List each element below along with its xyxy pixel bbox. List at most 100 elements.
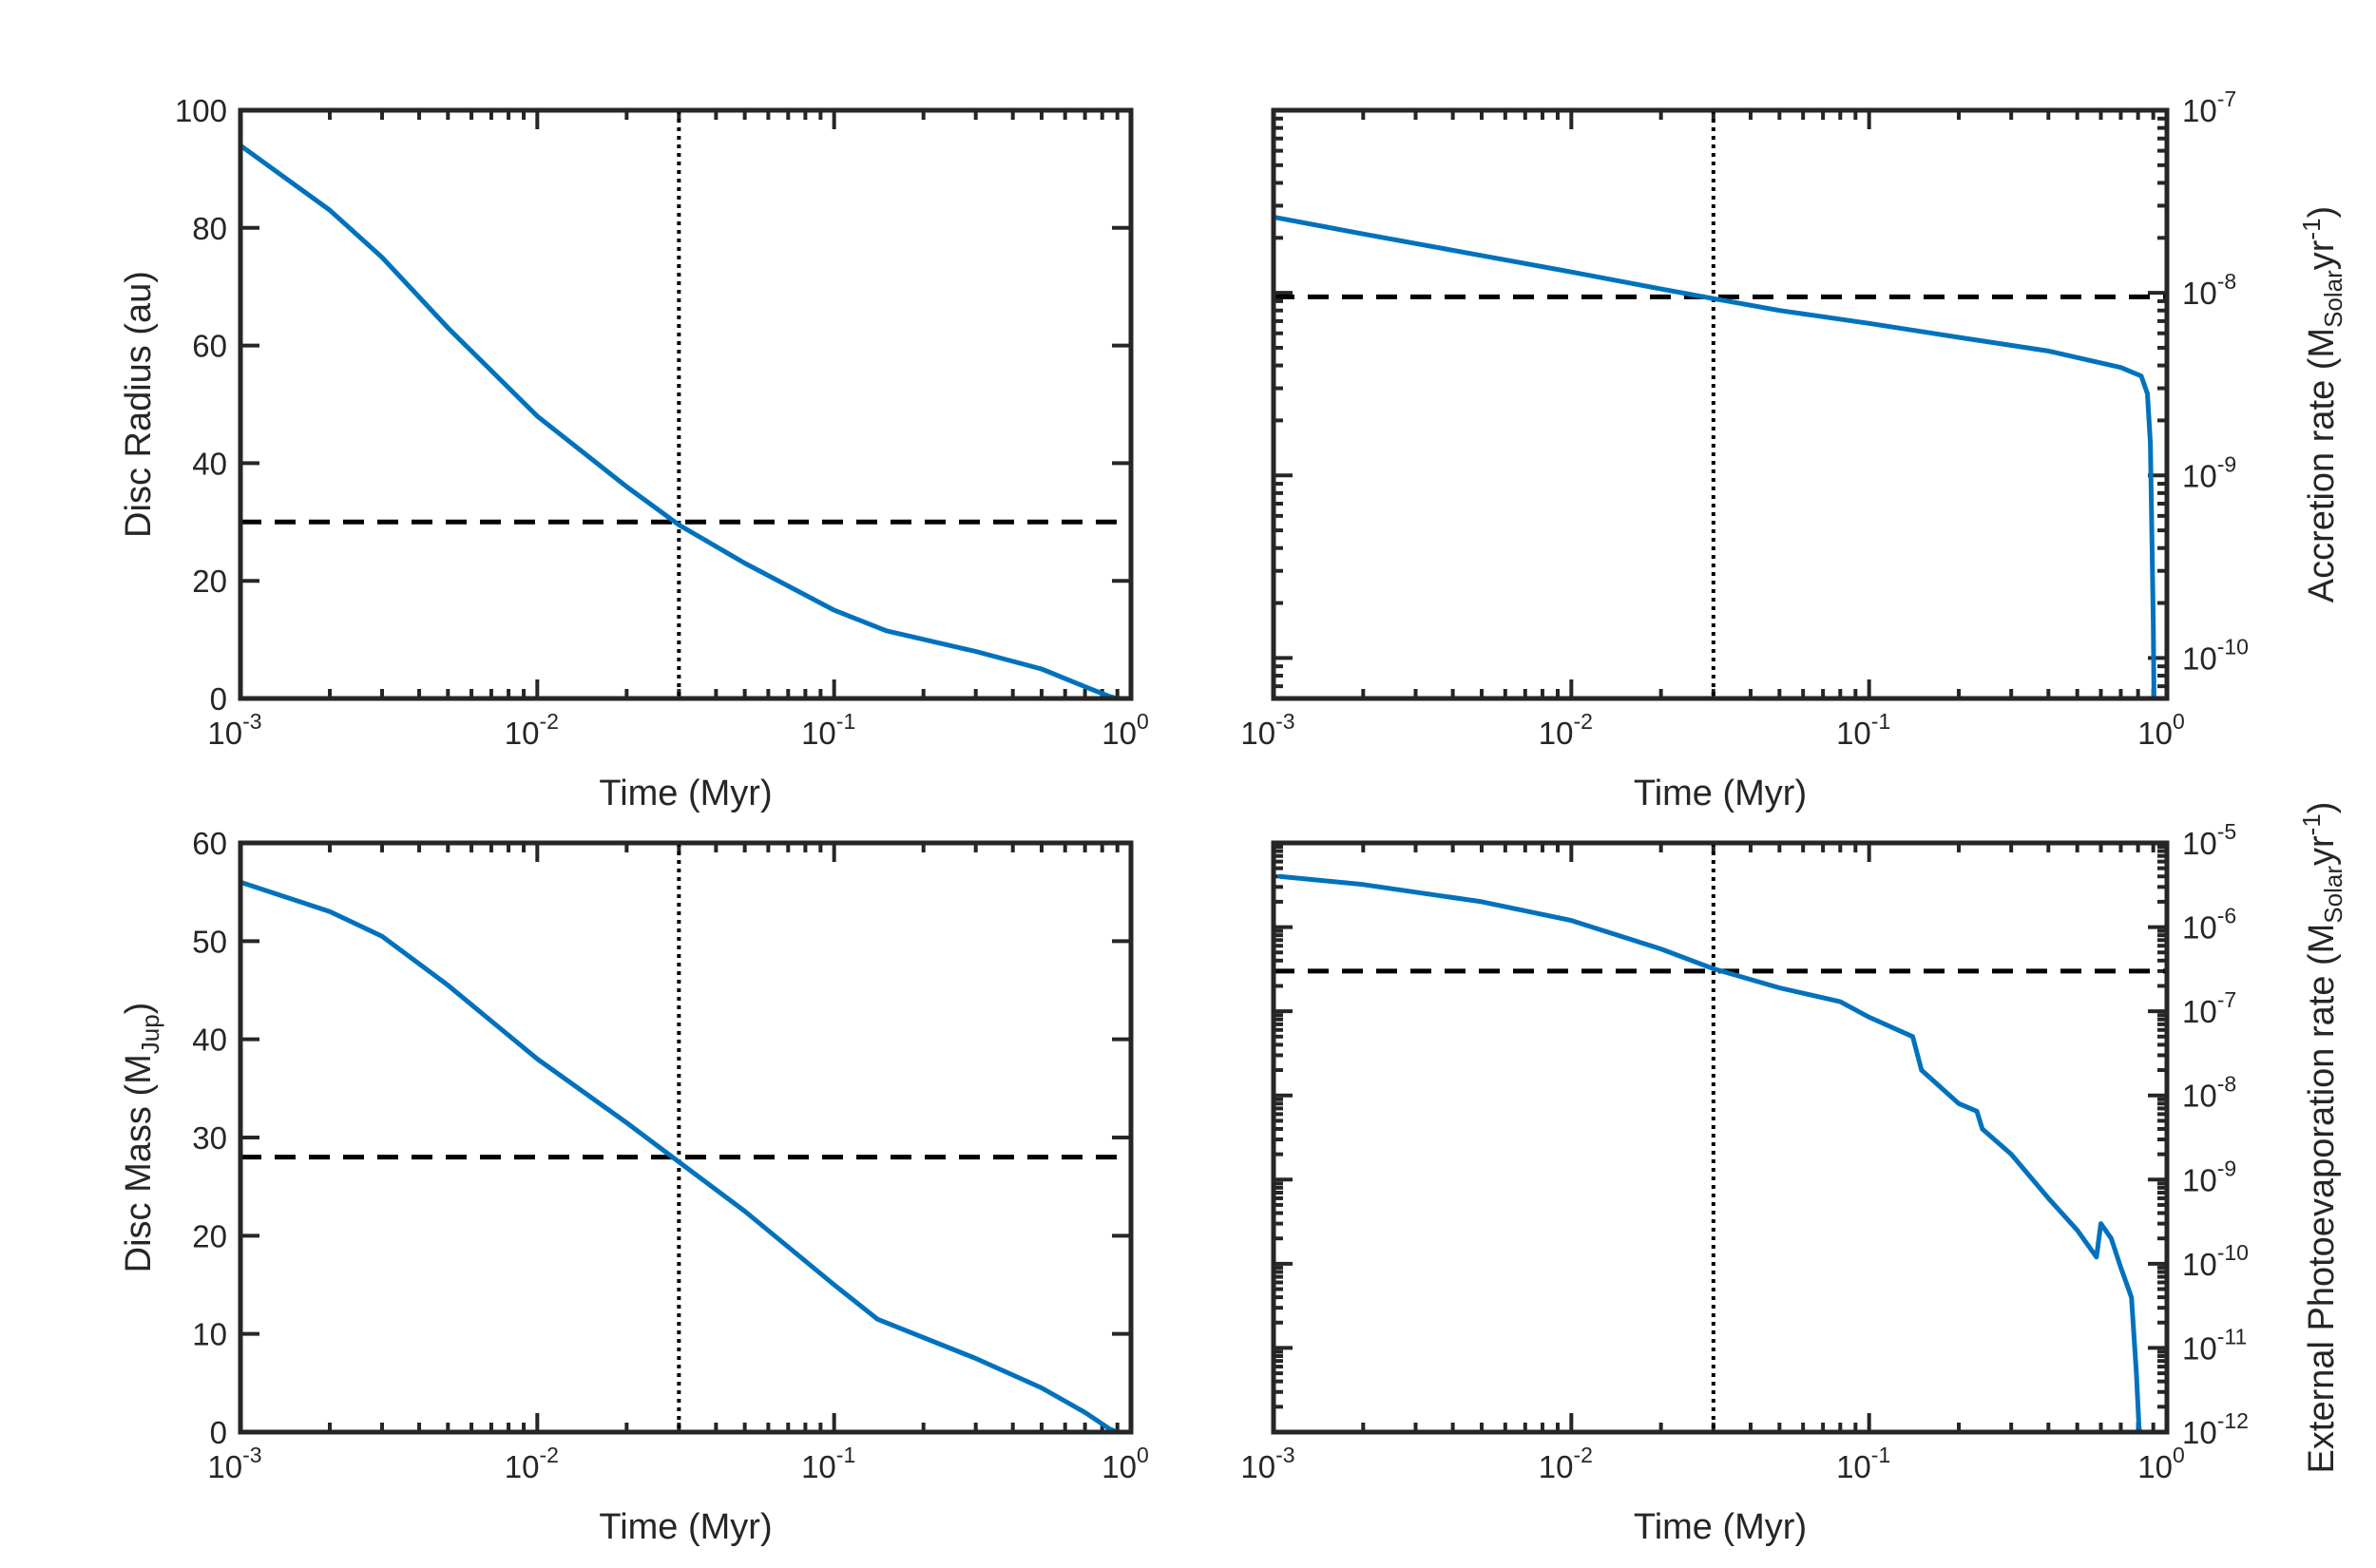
y-tick-label: 0	[210, 681, 227, 717]
y-axis-label: Accretion rate (MSolaryr-1)	[2297, 206, 2347, 602]
label-part: 10	[1836, 1449, 1871, 1484]
label-part: -8	[2217, 1072, 2236, 1097]
x-tick-label: 10-3	[207, 1443, 261, 1484]
label-part: -1	[836, 1443, 855, 1467]
label-part: 0	[1137, 1443, 1149, 1467]
plot-frame	[1271, 107, 2170, 701]
y-tick-label: 20	[192, 1218, 227, 1253]
label-part: -1	[2297, 218, 2326, 239]
y-tick-label: 10-8	[2182, 269, 2236, 311]
series-line-0	[240, 879, 1121, 1432]
y-tick-label: 0	[210, 1415, 227, 1450]
y-tick-label: 20	[192, 564, 227, 599]
label-part: 0	[1137, 709, 1149, 734]
y-tick-label: 10-10	[2182, 634, 2249, 676]
label-part: Solar	[2319, 270, 2347, 328]
x-tick-label: 10-1	[1836, 1443, 1890, 1484]
y-tick-label: 10-10	[2182, 1240, 2249, 1282]
label-part: -7	[2217, 987, 2236, 1012]
label-part: -2	[539, 709, 558, 734]
label-part: 10	[2182, 1415, 2217, 1450]
label-part: 10	[1539, 1449, 1574, 1484]
x-tick-label: 10-1	[1836, 709, 1890, 751]
label-part: -2	[1573, 1443, 1592, 1467]
x-axis-label: Time (Myr)	[1634, 774, 1807, 813]
label-part: -10	[2217, 1240, 2249, 1265]
label-part: 10	[207, 716, 242, 751]
label-part: )	[119, 1003, 159, 1015]
label-part: -2	[539, 1443, 558, 1467]
label-part: 10	[1102, 1449, 1137, 1484]
y-axis-label: Disc Radius (au)	[119, 271, 159, 538]
label-part: 10	[1539, 716, 1574, 751]
label-part: 10	[2182, 1247, 2217, 1282]
x-tick-label: 10-1	[801, 1443, 855, 1484]
series-line-0	[240, 143, 1121, 698]
y-tick-label: 10	[192, 1317, 227, 1352]
x-axis-label: Time (Myr)	[599, 774, 772, 813]
y-tick-label: 60	[192, 826, 227, 861]
label-part: 10	[2182, 826, 2217, 861]
label-part: 10	[505, 716, 540, 751]
y-tick-label: 10-6	[2182, 904, 2236, 946]
x-tick-label: 10-2	[1539, 1443, 1593, 1484]
label-part: )	[2302, 206, 2342, 219]
x-axis-label: Time (Myr)	[1634, 1507, 1807, 1547]
label-part: Disc Mass (M	[119, 1054, 159, 1272]
label-part: 10	[2137, 716, 2173, 751]
label-part: 10	[801, 716, 836, 751]
x-tick-label: 10-3	[207, 709, 261, 751]
x-tick-label: 10-2	[1539, 709, 1593, 751]
label-part: -9	[2217, 1156, 2236, 1180]
y-tick-label: 10-5	[2182, 819, 2236, 861]
label-part: yr	[2302, 835, 2342, 866]
label-part: 10	[1102, 716, 1137, 751]
x-tick-label: 10-3	[1240, 1443, 1294, 1484]
y-tick-label: 40	[192, 446, 227, 481]
x-tick-label: 100	[2137, 709, 2185, 751]
x-tick-label: 10-2	[505, 1443, 559, 1484]
label-part: -5	[2217, 819, 2236, 844]
label-part: 10	[1240, 716, 1275, 751]
label-part: 0	[2173, 709, 2185, 734]
x-tick-label: 100	[1102, 1443, 1149, 1484]
y-tick-label: 80	[192, 211, 227, 246]
label-part: 10	[2182, 1079, 2217, 1114]
label-part: -12	[2217, 1408, 2249, 1433]
label-part: 10	[801, 1449, 836, 1484]
x-tick-label: 100	[2137, 1443, 2185, 1484]
y-tick-label: 10-9	[2182, 451, 2236, 493]
y-tick-label: 10-7	[2182, 86, 2236, 128]
y-tick-label: 30	[192, 1120, 227, 1156]
label-part: -9	[2217, 451, 2236, 476]
label-part: 0	[2173, 1443, 2185, 1467]
label-part: -3	[1275, 709, 1294, 734]
y-tick-label: 10-12	[2182, 1408, 2249, 1450]
y-tick-label: 50	[192, 924, 227, 959]
label-part: 10	[505, 1449, 540, 1484]
plot-frame	[238, 840, 1134, 1435]
y-tick-label: 10-9	[2182, 1156, 2236, 1197]
label-part: 10	[2182, 1162, 2217, 1197]
label-part: -3	[242, 1443, 261, 1467]
y-tick-label: 10-8	[2182, 1072, 2236, 1114]
label-part: -6	[2217, 904, 2236, 928]
y-tick-label: 60	[192, 329, 227, 364]
label-part: 10	[207, 1449, 242, 1484]
series-line-0	[1277, 873, 2142, 1432]
label-part: 10	[2182, 910, 2217, 946]
y-tick-label: 40	[192, 1023, 227, 1058]
x-axis-label: Time (Myr)	[599, 1507, 772, 1547]
label-part: -1	[2297, 813, 2326, 835]
label-part: 10	[2182, 93, 2217, 128]
y-tick-label: 10-11	[2182, 1324, 2247, 1366]
label-part: 10	[1240, 1449, 1275, 1484]
label-part: -7	[2217, 86, 2236, 111]
x-tick-label: 100	[1102, 709, 1149, 751]
x-tick-label: 10-2	[505, 709, 559, 751]
label-part: -1	[836, 709, 855, 734]
label-part: yr	[2302, 239, 2342, 270]
